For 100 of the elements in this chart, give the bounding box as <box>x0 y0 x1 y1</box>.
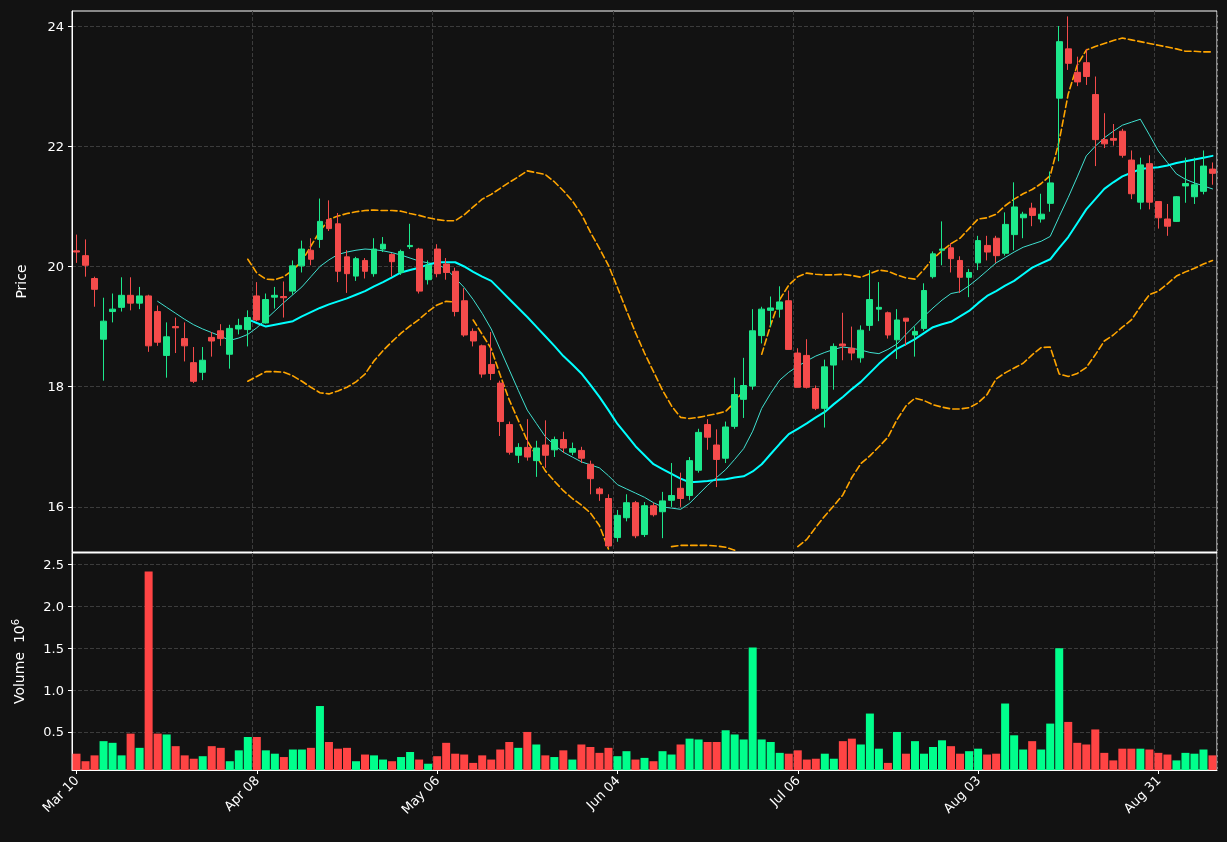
candlestick <box>767 296 774 328</box>
candlestick <box>181 321 188 362</box>
candlestick <box>812 384 819 411</box>
y-axis-title: Volume 106 <box>9 618 27 705</box>
candlestick <box>713 428 720 488</box>
candlestick <box>659 491 666 539</box>
candlestick <box>100 297 107 382</box>
candlestick <box>821 359 828 429</box>
candlestick <box>704 418 711 451</box>
candlestick <box>587 460 594 495</box>
y-tick-label: 24 <box>47 18 64 34</box>
candlestick <box>560 431 567 454</box>
candlestick <box>82 238 89 278</box>
candlestick <box>839 312 846 361</box>
candlestick <box>398 249 404 276</box>
candlestick <box>1182 157 1189 204</box>
candlestick <box>308 237 314 266</box>
y-tick-label: 20 <box>47 258 64 274</box>
y-tick-label: 16 <box>47 499 64 515</box>
candlestick <box>975 235 981 271</box>
candlestick <box>921 282 927 332</box>
candlestick <box>208 331 215 358</box>
candlestick <box>253 281 260 322</box>
candlestick <box>416 247 423 295</box>
y-tick-label: 1.0 <box>43 682 64 698</box>
candlestick <box>1011 181 1018 251</box>
candlestick <box>1065 15 1072 71</box>
candlestick <box>515 442 522 464</box>
candlestick <box>894 308 900 360</box>
candlestick <box>362 257 368 279</box>
line-series <box>157 118 1213 510</box>
candlestick <box>434 243 441 278</box>
candlestick <box>722 421 729 464</box>
candlestick <box>298 240 305 273</box>
candlestick <box>614 509 621 543</box>
candlestick <box>118 276 125 313</box>
candlestick <box>1083 48 1090 86</box>
candlestick <box>317 198 323 249</box>
candlestick <box>984 235 991 261</box>
candlestick <box>803 338 810 389</box>
candlestick <box>1128 149 1135 200</box>
candlestick <box>217 323 224 347</box>
candlestick <box>623 493 630 522</box>
candlestick <box>632 500 639 539</box>
candlestick <box>1002 211 1009 257</box>
x-tick-label: Jul 06 <box>766 772 804 810</box>
y-tick-label: 22 <box>47 138 64 154</box>
candlestick <box>335 212 341 283</box>
candlestick <box>668 462 675 508</box>
candlestick <box>650 502 657 518</box>
candlestick <box>1173 195 1180 223</box>
candlestick <box>154 305 161 347</box>
candlestick <box>1119 128 1126 159</box>
candlestick <box>280 281 287 319</box>
candlestick <box>641 501 648 538</box>
candlestick <box>912 326 918 358</box>
candlestick <box>533 440 540 478</box>
candlestick <box>957 255 963 294</box>
candlestick <box>470 327 477 347</box>
candlestick <box>172 317 179 354</box>
candlestick <box>497 380 504 437</box>
candlestick <box>145 294 152 353</box>
candlestick <box>578 446 585 464</box>
candlestick <box>127 276 134 311</box>
candlestick <box>758 306 765 344</box>
x-tick-label: Apr 08 <box>221 772 263 814</box>
candlestick <box>876 281 882 322</box>
candlestick <box>993 235 1000 264</box>
candlestick <box>1101 112 1108 149</box>
candlestick <box>596 486 603 502</box>
candlestick <box>1155 201 1162 230</box>
candlestick <box>136 286 143 310</box>
candlestick <box>524 418 531 462</box>
candlestick <box>1056 25 1063 162</box>
candlestick <box>1209 161 1216 186</box>
y-tick-label: 18 <box>47 379 64 395</box>
y-tick-label: 2.5 <box>43 557 64 573</box>
candlestick <box>1074 56 1081 87</box>
candlestick <box>91 276 98 308</box>
candlestick <box>857 324 864 364</box>
candlestick <box>731 377 738 430</box>
candlestick <box>1164 203 1171 237</box>
candlestick <box>542 419 549 469</box>
candlestick <box>425 259 432 286</box>
candlestick <box>1191 157 1198 205</box>
candlestick <box>407 223 413 250</box>
candlestick <box>794 347 801 388</box>
candlestick <box>776 285 783 319</box>
candlestick <box>109 293 116 323</box>
candlestick <box>569 442 576 456</box>
candlestick <box>903 317 909 347</box>
y-axis-title: Price <box>13 264 29 299</box>
candlestick <box>866 269 873 332</box>
candlestick <box>1047 171 1054 213</box>
candlestick <box>488 331 495 381</box>
x-tick-label: Mar 10 <box>39 772 82 816</box>
candlestick <box>461 287 468 338</box>
candlestick <box>740 357 747 419</box>
candlestick <box>163 321 170 379</box>
candlestick <box>1038 193 1045 224</box>
